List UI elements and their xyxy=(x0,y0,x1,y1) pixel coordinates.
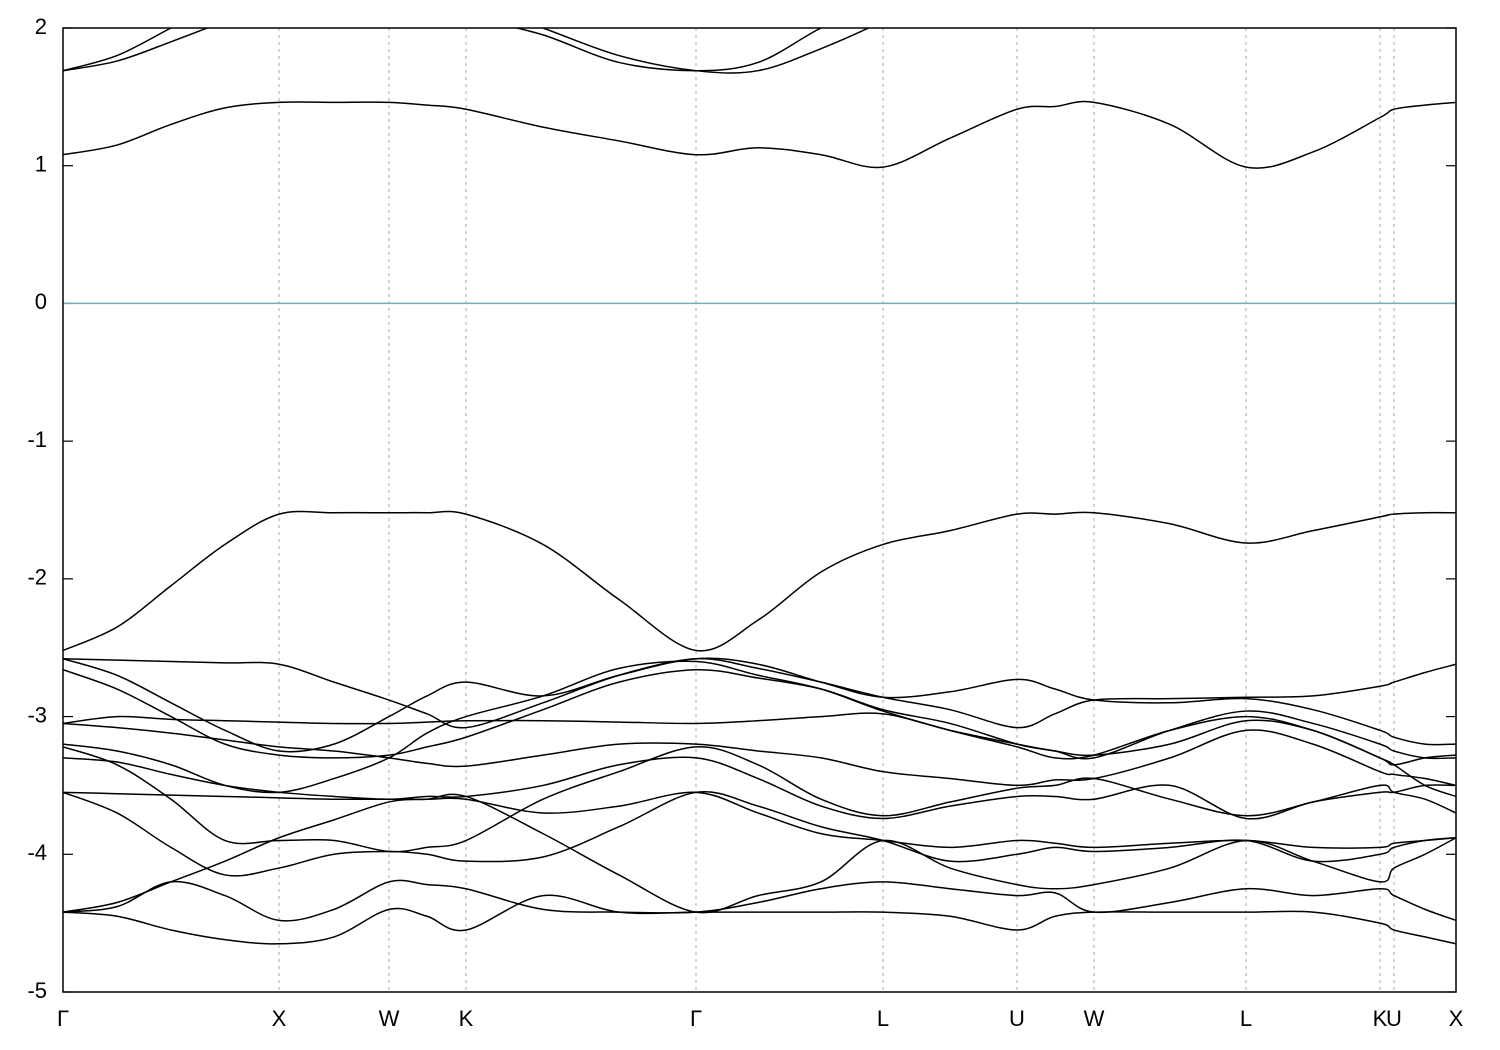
band-line xyxy=(63,746,1456,853)
y-tick-label: -4 xyxy=(27,840,47,865)
band-line xyxy=(63,100,1456,169)
x-tick-label: W xyxy=(379,1006,400,1031)
x-tick-label: X xyxy=(272,1006,287,1031)
y-tick-label: 1 xyxy=(35,152,47,177)
band-line xyxy=(63,712,1456,766)
x-tick-label: W xyxy=(1084,1006,1105,1031)
x-tick-label: L xyxy=(877,1006,889,1031)
band-line xyxy=(63,793,1456,914)
x-tick-label: X xyxy=(1449,1006,1464,1031)
x-tick-label: L xyxy=(1240,1006,1252,1031)
band-line xyxy=(63,894,1456,945)
band-line xyxy=(63,722,1456,787)
band-line xyxy=(63,510,1456,652)
grid xyxy=(62,27,1457,993)
band-line xyxy=(63,657,1456,729)
x-tick-label: U xyxy=(1386,1006,1402,1031)
x-tick-label: K xyxy=(459,1006,474,1031)
plot-frame xyxy=(62,27,1457,993)
x-tick-label: Γ xyxy=(690,1006,702,1031)
y-tick-label: -5 xyxy=(27,978,47,1003)
band-line xyxy=(63,879,1456,922)
band-line xyxy=(63,790,1456,877)
y-tick-label: -2 xyxy=(27,565,47,590)
y-tick-label: 0 xyxy=(35,289,47,314)
x-tick-label: Γ xyxy=(57,1006,69,1031)
band-line xyxy=(63,28,823,72)
band-line xyxy=(63,657,1456,753)
y-tick-label: -1 xyxy=(27,427,47,452)
band-line xyxy=(63,756,1456,820)
band-line xyxy=(63,28,871,74)
plot-area xyxy=(63,28,1456,945)
x-tick-label: K xyxy=(1373,1006,1388,1031)
y-tick-label: 2 xyxy=(35,14,47,39)
x-tick-label: U xyxy=(1009,1006,1025,1031)
y-tick-label: -3 xyxy=(27,702,47,727)
band-line xyxy=(63,791,1456,849)
band-line xyxy=(63,660,1456,798)
